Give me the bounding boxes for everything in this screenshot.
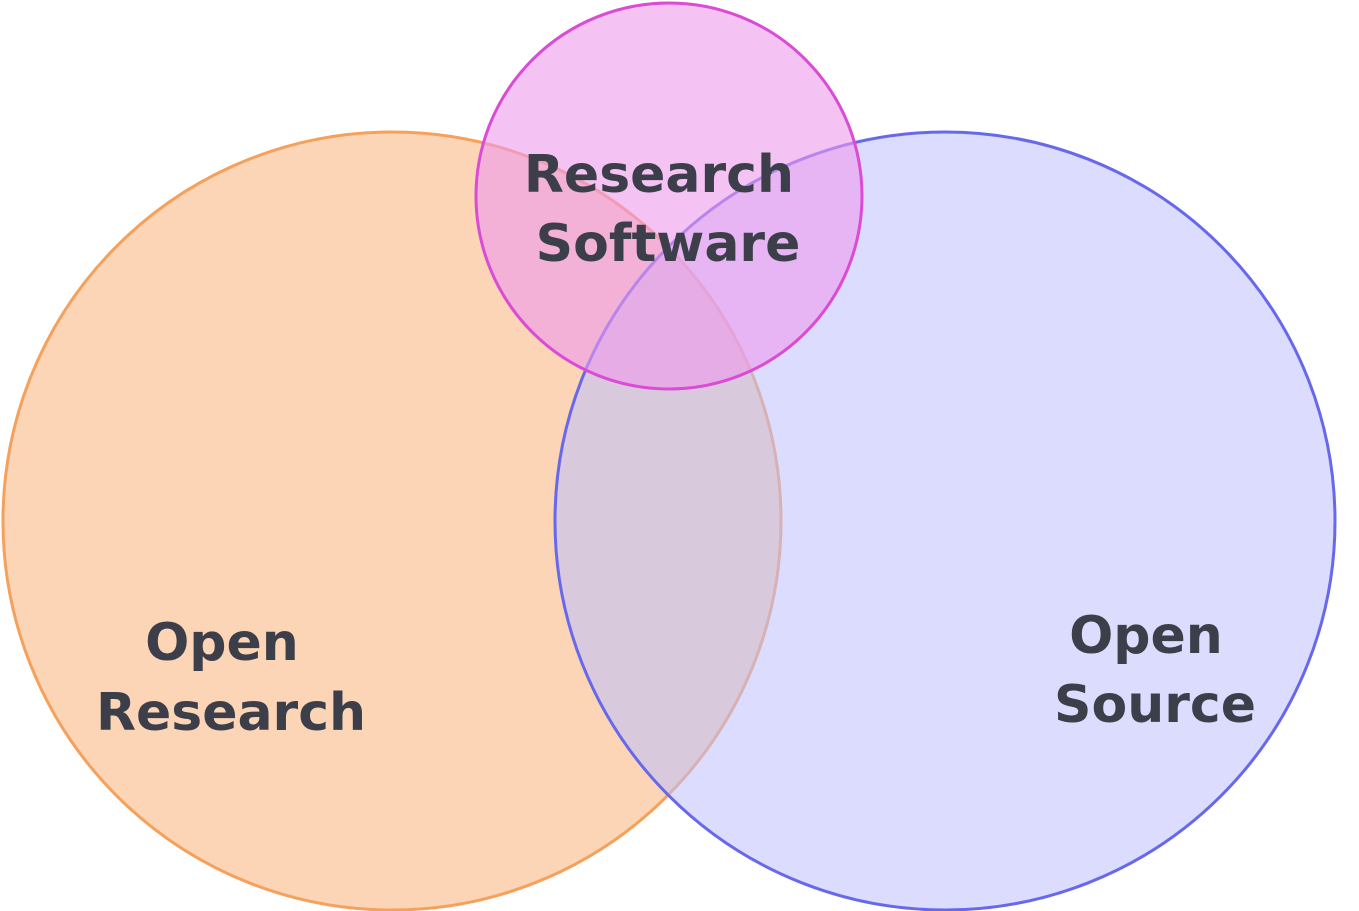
open-source-label: Open Source [1054, 606, 1256, 735]
research-software-circle [474, 1, 864, 391]
research-software-label-line-2: Software [536, 214, 801, 274]
open-research-label-line-2: Research [96, 683, 366, 743]
research-software-label-line-1: Research [524, 145, 794, 205]
open-research-label-line-1: Open [145, 613, 299, 673]
open-research-label: Open Research [96, 613, 366, 743]
open-source-label-line-2: Source [1054, 675, 1256, 735]
open-source-label-line-1: Open [1069, 606, 1223, 666]
research-software-label: Research Software [524, 145, 812, 274]
